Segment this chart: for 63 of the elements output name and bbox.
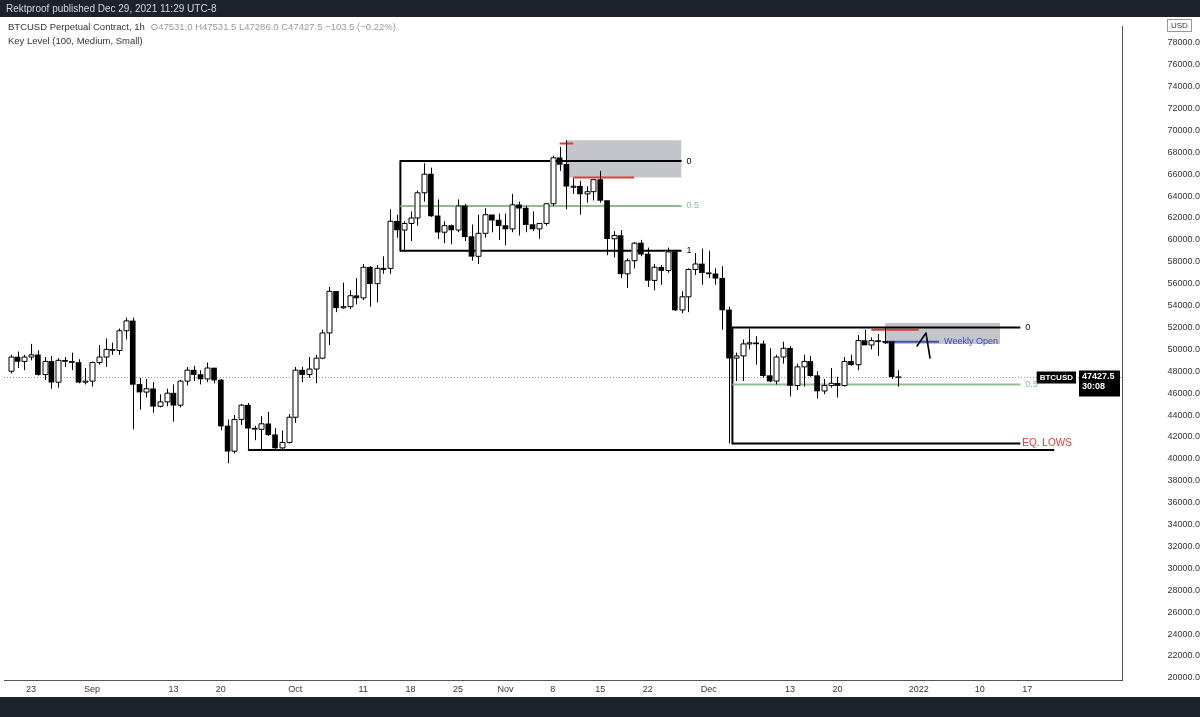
y-tick-label: 40000.0 [1167, 453, 1200, 464]
y-tick-label: 30000.0 [1167, 562, 1200, 573]
x-tick-label: 23 [26, 683, 37, 694]
x-tick-label: Sep [84, 683, 101, 694]
annotation: EQ. LOWS [1022, 437, 1073, 449]
series-label: Weekly Open [944, 336, 998, 347]
y-tick-label: 24000.0 [1167, 628, 1200, 639]
y-tick-label: 22000.0 [1167, 650, 1200, 661]
x-tick-label: 20 [832, 683, 843, 694]
y-tick-label: 60000.0 [1167, 234, 1200, 245]
y-tick-label: 42000.0 [1167, 431, 1200, 442]
y-tick-label: 46000.0 [1167, 387, 1200, 398]
x-tick-label: Nov [497, 683, 514, 694]
x-tick-label: 11 [358, 683, 368, 694]
x-tick-label: 15 [595, 683, 606, 694]
x-tick-label: Dec [700, 683, 718, 694]
x-tick-label: Oct [288, 683, 303, 694]
y-tick-label: 78000.0 [1167, 37, 1200, 48]
x-tick-label: 20 [215, 683, 226, 694]
y-tick-label: 76000.0 [1167, 59, 1200, 70]
y-tick-label: 58000.0 [1167, 256, 1200, 267]
x-tick-label: 25 [452, 683, 463, 694]
x-tick-label: 18 [405, 683, 416, 694]
chart-title: BTCUSD Perpetual Contract, 1h [8, 21, 145, 32]
y-tick-label: 62000.0 [1167, 212, 1200, 223]
y-tick-label: 38000.0 [1167, 475, 1200, 486]
y-tick-label: 64000.0 [1167, 190, 1200, 201]
y-tick-label: 66000.0 [1167, 168, 1200, 179]
x-tick-label: 17 [1022, 683, 1033, 694]
x-tick-label: 13 [784, 683, 795, 694]
text: USD [1167, 19, 1192, 32]
annotation: Key Level (100, Medium, Small) [8, 34, 144, 48]
x-tick-label: 22 [642, 683, 653, 694]
y-tick-label: 72000.0 [1167, 102, 1200, 113]
x-tick-label: 10 [974, 683, 985, 694]
y-tick-label: 26000.0 [1167, 606, 1200, 617]
y-tick-label: 56000.0 [1167, 278, 1200, 289]
x-tick-label: 2022 [908, 683, 929, 694]
y-tick-label: 44000.0 [1167, 409, 1200, 420]
y-tick-label: 68000.0 [1167, 146, 1200, 157]
y-tick-label: 36000.0 [1167, 497, 1200, 508]
series-label: 0 [1025, 321, 1031, 332]
y-tick-label: 52000.0 [1167, 321, 1200, 332]
y-tick-label: 74000.0 [1167, 81, 1200, 92]
y-tick-label: 54000.0 [1167, 300, 1200, 311]
ref-line-label: BTCUSD [1039, 372, 1074, 382]
y-tick-label: 20000.0 [1167, 672, 1200, 683]
annotation: O47531.0 H47531.5 L47286.0 C47427.5 −103.5 (−0.22%) [150, 21, 396, 32]
y-tick-label: 70000.0 [1167, 124, 1200, 135]
text: Rektproof published Dec 29, 2021 11:29 UTC-8 [0, 0, 1200, 17]
annotation: 47427.5 [1082, 371, 1115, 382]
series-label: 0.5 [1025, 378, 1038, 389]
series-label: 1 [686, 245, 692, 256]
y-tick-label: 48000.0 [1167, 365, 1200, 376]
y-tick-label: 32000.0 [1167, 540, 1200, 551]
y-tick-label: 34000.0 [1167, 519, 1200, 530]
annotation: 30:08 [1082, 381, 1106, 392]
y-tick-label: 28000.0 [1167, 584, 1200, 595]
x-tick-label: 13 [168, 683, 179, 694]
series-label: 0 [686, 155, 692, 166]
series-label: 0.5 [686, 200, 700, 211]
y-tick-label: 50000.0 [1167, 343, 1200, 354]
x-tick-label: 8 [550, 683, 556, 694]
